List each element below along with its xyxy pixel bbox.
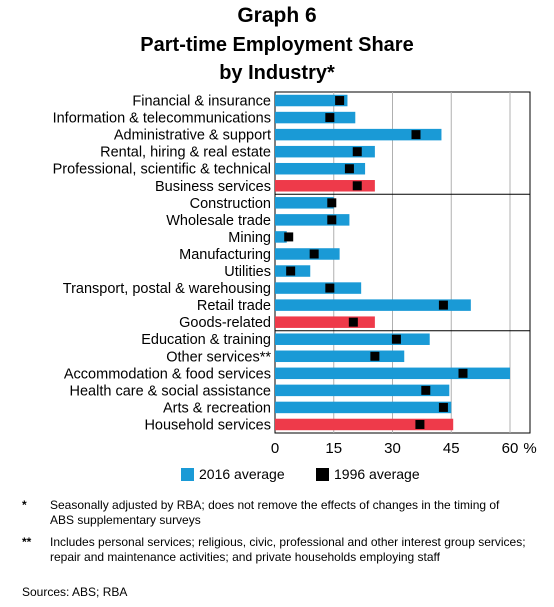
category-label: Other services** (166, 349, 271, 365)
category-label: Business services (155, 179, 271, 195)
footnote-star-mark: * (22, 498, 27, 512)
marker-1996 (411, 130, 421, 140)
chart-subtitle-line1: Part-time Employment Share (140, 34, 414, 56)
chart-subtitle-line2: by Industry* (219, 62, 335, 84)
bar-2016 (275, 145, 375, 158)
bar-2016 (275, 197, 334, 209)
marker-1996 (325, 113, 335, 123)
category-label: Financial & insurance (132, 94, 271, 110)
legend-item-1996: 1996 average (316, 466, 420, 482)
bar-2016 (275, 367, 510, 380)
group-total-bar (275, 316, 375, 328)
marker-1996 (415, 419, 425, 429)
category-label: Household services (144, 417, 271, 433)
bar-2016 (275, 350, 405, 363)
category-label: Mining (228, 230, 271, 246)
category-label: Manufacturing (179, 247, 271, 263)
legend-swatch-2016 (181, 467, 194, 481)
chart-title: Graph 6 (237, 4, 317, 27)
marker-1996 (344, 164, 354, 174)
marker-1996 (327, 198, 337, 208)
marker-1996 (327, 215, 337, 225)
bar-2016 (275, 94, 348, 107)
footnote-star-text: Seasonally adjusted by RBA; does not rem… (50, 498, 500, 527)
x-tick-label: 15 (325, 440, 342, 457)
marker-1996 (335, 96, 345, 106)
x-tick-label: 30 (384, 440, 401, 457)
marker-1996 (370, 351, 380, 361)
bar-2016 (275, 111, 356, 124)
category-label: Construction (190, 196, 271, 212)
bar-2016 (275, 401, 452, 414)
category-label: Professional, scientific & technical (53, 162, 271, 178)
x-tick-label: 45 (443, 440, 460, 457)
marker-1996 (391, 334, 401, 344)
bar-2016 (275, 214, 350, 226)
category-label: Transport, postal & warehousing (63, 281, 271, 297)
marker-1996 (325, 283, 335, 293)
marker-1996 (458, 368, 468, 378)
bar-2016 (275, 162, 366, 175)
marker-1996 (284, 232, 294, 242)
bar-2016 (275, 333, 430, 345)
category-label: Goods-related (179, 315, 271, 331)
category-label: Accommodation & food services (64, 366, 271, 382)
bar-2016 (275, 248, 340, 260)
marker-1996 (438, 402, 448, 412)
marker-1996 (352, 181, 362, 191)
marker-1996 (421, 385, 431, 395)
marker-1996 (309, 249, 319, 259)
plot-frame (274, 91, 531, 434)
category-label: Health care & social assistance (70, 383, 272, 399)
category-label: Information & telecommunications (53, 111, 271, 127)
marker-1996 (286, 266, 296, 276)
category-label: Utilities (224, 264, 271, 280)
marker-1996 (438, 300, 448, 310)
group-total-bar (275, 180, 375, 192)
x-tick-label: 0 (271, 440, 279, 457)
category-label: Administrative & support (114, 128, 271, 144)
sources-note: Sources: ABS; RBA (22, 585, 128, 599)
marker-1996 (348, 317, 358, 327)
category-label: Wholesale trade (166, 213, 271, 229)
group-total-bar (275, 418, 454, 431)
category-label: Arts & recreation (163, 400, 271, 416)
category-label: Rental, hiring & real estate (100, 145, 271, 161)
x-tick-label: 60 (502, 440, 519, 457)
chart-plot: 0 15 30 45 60 % Financial & insuranceInformati… (53, 91, 537, 457)
category-label: Retail trade (197, 298, 271, 314)
marker-1996 (352, 147, 362, 157)
bar-2016 (275, 282, 362, 294)
footnote-dstar-text: Includes personal services; religious, c… (50, 535, 526, 564)
bar-2016 (275, 128, 442, 141)
bar-2016 (275, 299, 471, 311)
x-axis-unit: % (523, 440, 536, 457)
footnote-dstar-mark: ** (22, 535, 32, 549)
legend-label-2016: 2016 average (199, 466, 285, 482)
category-label: Education & training (141, 332, 271, 348)
bar-2016 (275, 231, 287, 243)
legend-item-2016: 2016 average (181, 466, 285, 482)
legend-swatch-1996 (316, 467, 329, 481)
legend-label-1996: 1996 average (334, 466, 420, 482)
bar-2016 (275, 384, 450, 397)
